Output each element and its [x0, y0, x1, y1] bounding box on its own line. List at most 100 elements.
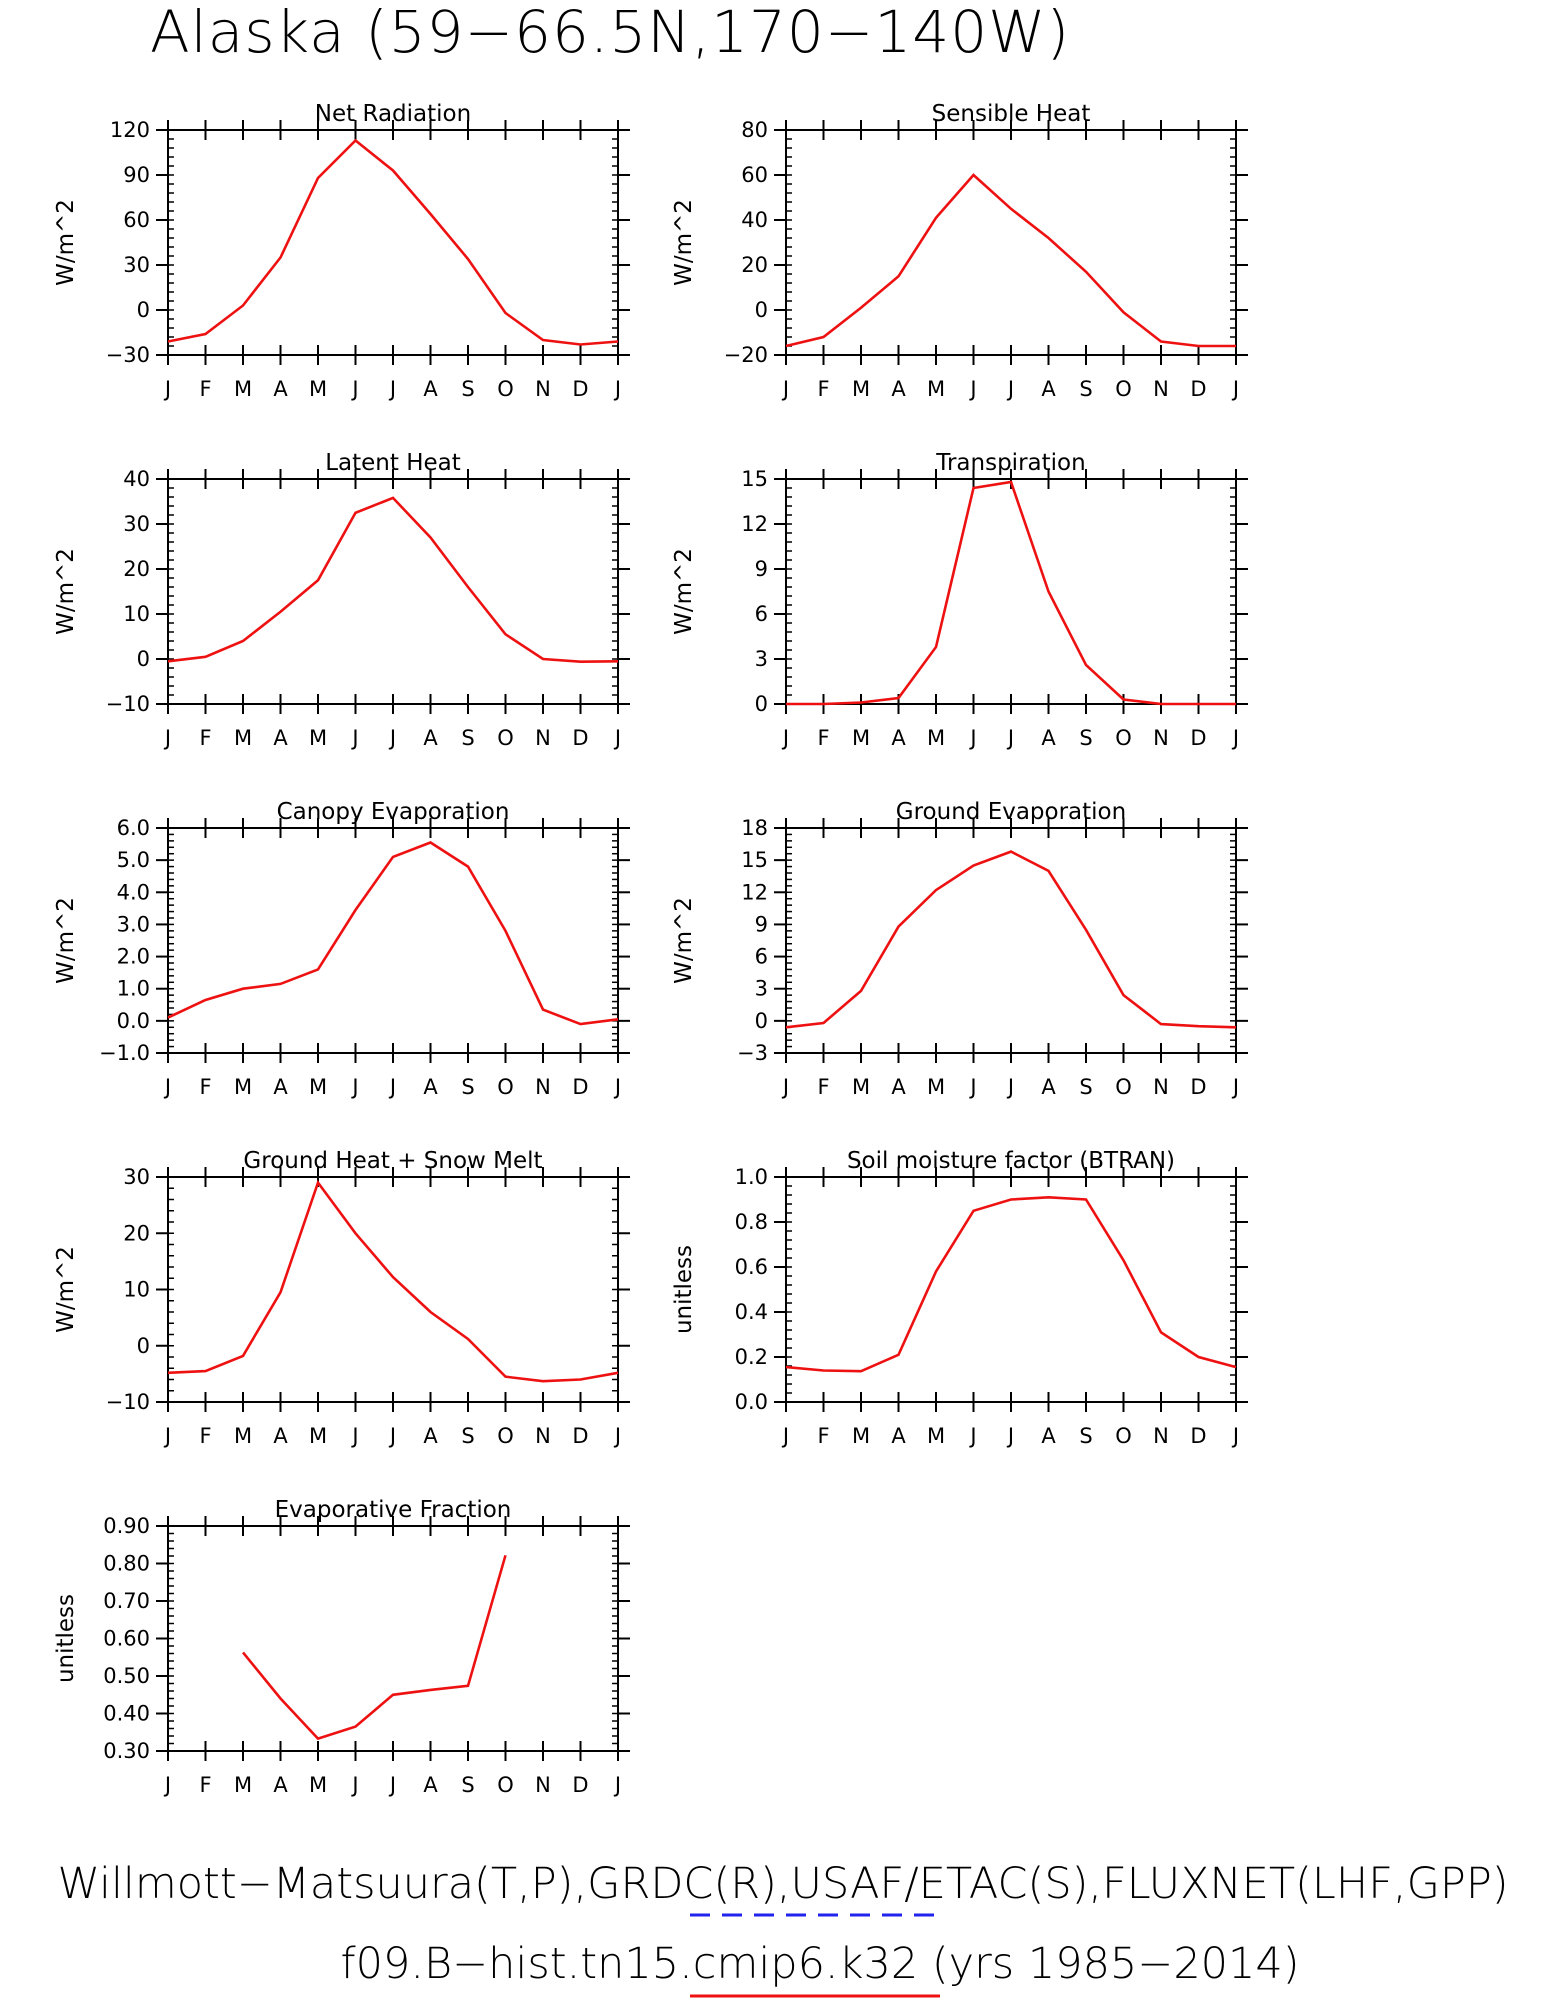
- ground-heat-snow-melt-ytick-label: 0: [137, 1334, 150, 1358]
- sensible-heat-month-label: J: [1006, 377, 1014, 401]
- sensible-heat-month-label: M: [927, 377, 945, 401]
- net-radiation-month-label: J: [613, 377, 621, 401]
- ground-evaporation-ytick-label: 6: [755, 945, 768, 969]
- canopy-evaporation-ytick-label: 1.0: [117, 977, 150, 1001]
- sensible-heat-ytick-label: 60: [741, 163, 768, 187]
- transpiration-month-label: J: [781, 726, 789, 750]
- soil-moisture-factor-btran-ytick-label: 1.0: [735, 1165, 768, 1189]
- evaporative-fraction-ytick-label: 0.60: [103, 1627, 150, 1651]
- ground-heat-snow-melt-ytick-label: 20: [123, 1221, 150, 1245]
- transpiration-month-label: J: [968, 726, 976, 750]
- ground-heat-snow-melt-ytick-label: −10: [106, 1390, 150, 1414]
- ground-heat-snow-melt-series-line: [167, 1179, 619, 1383]
- net-radiation-ytick-label: −30: [106, 343, 150, 367]
- ground-heat-snow-melt-month-label: J: [163, 1424, 171, 1448]
- latent-heat-ylabel: W/m^2: [53, 548, 79, 635]
- ground-heat-snow-melt-month-label: D: [572, 1424, 588, 1448]
- transpiration-ytick-label: 12: [741, 512, 768, 536]
- latent-heat-month-label: D: [572, 726, 588, 750]
- transpiration-month-label: S: [1079, 726, 1092, 750]
- latent-heat-month-label: M: [309, 726, 327, 750]
- ground-heat-snow-melt-frame: [167, 1176, 619, 1403]
- soil-moisture-factor-btran-month-label: J: [1231, 1424, 1239, 1448]
- panel-canopy-evaporation: Canopy Evaporation−1.00.01.02.03.04.05.0…: [53, 799, 630, 1099]
- ground-heat-snow-melt-month-label: O: [497, 1424, 514, 1448]
- ground-evaporation-ytick-label: 0: [755, 1009, 768, 1033]
- evaporative-fraction-month-label: J: [388, 1773, 396, 1797]
- evaporative-fraction-month-label: F: [199, 1773, 211, 1797]
- evaporative-fraction-month-label: M: [234, 1773, 252, 1797]
- ground-heat-snow-melt-ytick-label: 30: [123, 1165, 150, 1189]
- soil-moisture-factor-btran-month-label: M: [852, 1424, 870, 1448]
- ground-evaporation-month-label: J: [968, 1075, 976, 1099]
- net-radiation-month-label: A: [423, 377, 438, 401]
- sensible-heat-month-label: J: [781, 377, 789, 401]
- ground-heat-snow-melt-month-label: J: [388, 1424, 396, 1448]
- latent-heat-month-label: F: [199, 726, 211, 750]
- evaporative-fraction-month-label: O: [497, 1773, 514, 1797]
- net-radiation-ytick-label: 0: [137, 298, 150, 322]
- net-radiation-month-label: N: [535, 377, 551, 401]
- soil-moisture-factor-btran-ytick-label: 0.0: [735, 1390, 768, 1414]
- ground-heat-snow-melt-ytick-label: 10: [123, 1278, 150, 1302]
- transpiration-month-label: N: [1153, 726, 1169, 750]
- latent-heat-month-label: N: [535, 726, 551, 750]
- ground-evaporation-month-label: J: [781, 1075, 789, 1099]
- canopy-evaporation-month-label: M: [309, 1075, 327, 1099]
- ground-heat-snow-melt-month-label: M: [309, 1424, 327, 1448]
- canopy-evaporation-ytick-label: 4.0: [117, 880, 150, 904]
- figure-title: Alaska (59−66.5N,170−140W): [150, 0, 1070, 66]
- latent-heat-ytick-label: 40: [123, 467, 150, 491]
- sensible-heat-month-label: A: [1041, 377, 1056, 401]
- evaporative-fraction-month-label: M: [309, 1773, 327, 1797]
- sensible-heat-month-label: J: [1231, 377, 1239, 401]
- ground-heat-snow-melt-month-label: S: [461, 1424, 474, 1448]
- canopy-evaporation-ytick-label: −1.0: [99, 1041, 150, 1065]
- ground-evaporation-frame: [785, 827, 1237, 1054]
- ground-evaporation-month-label: N: [1153, 1075, 1169, 1099]
- transpiration-ytick-label: 15: [741, 467, 768, 491]
- sensible-heat-month-label: S: [1079, 377, 1092, 401]
- evaporative-fraction-ytick-label: 0.80: [103, 1552, 150, 1576]
- transpiration-month-label: A: [891, 726, 906, 750]
- transpiration-month-label: D: [1190, 726, 1206, 750]
- soil-moisture-factor-btran-month-label: J: [1006, 1424, 1014, 1448]
- net-radiation-ytick-label: 30: [123, 253, 150, 277]
- canopy-evaporation-ylabel: W/m^2: [53, 897, 79, 984]
- sensible-heat-ytick-label: 40: [741, 208, 768, 232]
- latent-heat-ytick-label: 30: [123, 512, 150, 536]
- ground-evaporation-month-label: M: [852, 1075, 870, 1099]
- ground-heat-snow-melt-ylabel: W/m^2: [53, 1246, 79, 1333]
- sensible-heat-month-label: O: [1115, 377, 1132, 401]
- canopy-evaporation-month-label: J: [613, 1075, 621, 1099]
- ground-evaporation-month-label: D: [1190, 1075, 1206, 1099]
- sensible-heat-ytick-label: 20: [741, 253, 768, 277]
- net-radiation-ylabel: W/m^2: [53, 199, 79, 286]
- sensible-heat-month-label: M: [852, 377, 870, 401]
- ground-evaporation-month-label: A: [891, 1075, 906, 1099]
- latent-heat-month-label: S: [461, 726, 474, 750]
- ground-evaporation-month-label: O: [1115, 1075, 1132, 1099]
- evaporative-fraction-series-line: [241, 1554, 507, 1741]
- net-radiation-month-label: D: [572, 377, 588, 401]
- transpiration-month-label: J: [1231, 726, 1239, 750]
- evaporative-fraction-ytick-label: 0.30: [103, 1739, 150, 1763]
- ground-heat-snow-melt-month-label: J: [613, 1424, 621, 1448]
- sensible-heat-series-line: [785, 173, 1236, 348]
- soil-moisture-factor-btran-month-label: A: [1041, 1424, 1056, 1448]
- ground-evaporation-series-line: [785, 850, 1237, 1029]
- evaporative-fraction-month-label: A: [423, 1773, 438, 1797]
- evaporative-fraction-ytick-label: 0.90: [103, 1514, 150, 1538]
- ground-evaporation-ytick-label: 15: [741, 848, 768, 872]
- evaporative-fraction-month-label: J: [350, 1773, 358, 1797]
- canopy-evaporation-month-label: J: [388, 1075, 396, 1099]
- sensible-heat-month-label: J: [968, 377, 976, 401]
- soil-moisture-factor-btran-month-label: A: [891, 1424, 906, 1448]
- ground-evaporation-ytick-label: 3: [755, 977, 768, 1001]
- net-radiation-month-label: J: [163, 377, 171, 401]
- canopy-evaporation-ytick-label: 3.0: [117, 912, 150, 936]
